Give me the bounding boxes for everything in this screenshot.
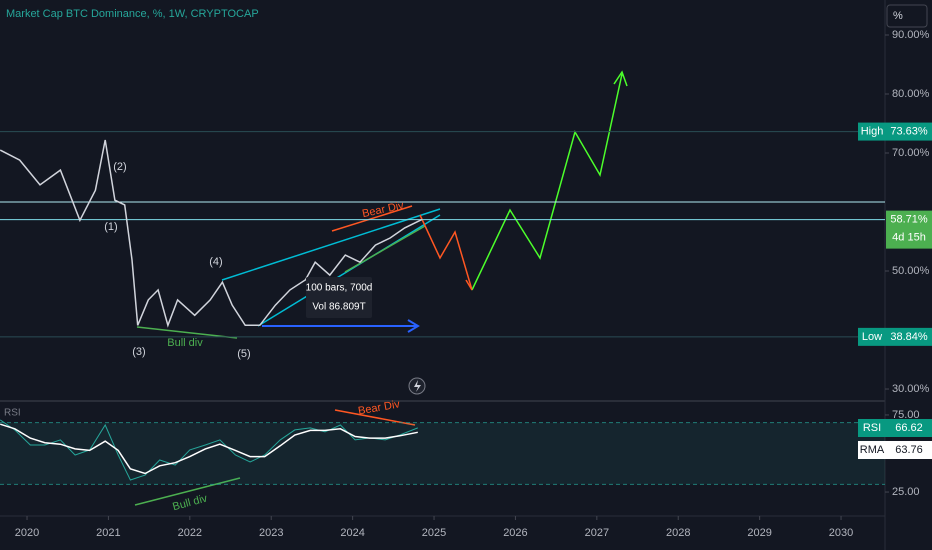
rsi-name-box: [858, 441, 886, 459]
level-value: 38.84%: [890, 331, 928, 343]
annotation: Bull div: [167, 337, 203, 349]
unit-button[interactable]: [886, 4, 928, 28]
annotation: (2): [113, 161, 126, 173]
rsi-title: RSI: [4, 408, 21, 419]
chart-title: Market Cap BTC Dominance, %, 1W, CRYPTOC…: [6, 8, 259, 20]
x-tick-label: 2029: [747, 527, 771, 539]
level-name: High: [861, 125, 884, 137]
level-value-box: [886, 327, 932, 346]
rsi-value: 66.62: [895, 422, 923, 434]
rsi-name: RMA: [860, 444, 885, 456]
arrow-head: [465, 279, 473, 291]
rsi-band-fill: [0, 422, 885, 485]
rsi-name-box: [858, 419, 886, 437]
level-value-box: [886, 122, 932, 141]
drawings: [134, 70, 628, 506]
trend-line: [221, 208, 441, 281]
price-line: [0, 139, 423, 328]
rsi-value-box: [886, 419, 932, 437]
last-price-box: [886, 210, 932, 249]
unit-button-label[interactable]: %: [893, 10, 903, 22]
annotation: (1): [104, 221, 117, 233]
arrow-head: [407, 319, 420, 333]
rsi-bull-div-line: [134, 477, 241, 506]
y-tick-label: 70.00%: [892, 147, 930, 159]
annotation: 100 bars, 700d: [306, 283, 373, 294]
level-value: 73.63%: [890, 125, 928, 137]
info-box: [306, 277, 372, 318]
last-price: 58.71%: [890, 214, 928, 226]
rsi-value-box: [886, 441, 932, 459]
rsi-name: RSI: [863, 422, 881, 434]
rsi-line: [0, 423, 418, 475]
level-name-box: [858, 327, 886, 346]
countdown: 4d 15h: [892, 232, 926, 244]
annotation: (3): [132, 346, 145, 358]
bear-div-line: [331, 205, 413, 232]
x-tick-label: 2025: [422, 527, 446, 539]
alert-icon-glyph: [414, 380, 421, 392]
rsi-value: 63.76: [895, 444, 923, 456]
arrow-head: [613, 70, 628, 87]
bull-div-line: [136, 326, 238, 339]
annotation: (5): [237, 348, 250, 360]
projection: [471, 73, 623, 291]
x-tick-label: 2023: [259, 527, 283, 539]
x-tick-label: 2027: [585, 527, 609, 539]
y-tick-label: 80.00%: [892, 88, 930, 100]
x-tick-label: 2026: [503, 527, 527, 539]
level-name: Low: [862, 331, 882, 343]
x-tick-label: 2030: [829, 527, 853, 539]
x-tick-label: 2022: [178, 527, 202, 539]
y-tick-label: 30.00%: [892, 383, 930, 395]
projection: [419, 214, 473, 291]
x-tick-label: 2020: [15, 527, 39, 539]
x-tick-label: 2028: [666, 527, 690, 539]
y-tick-label: 25.00: [892, 486, 920, 498]
x-tick-label: 2021: [96, 527, 120, 539]
rsi-line: [0, 419, 418, 481]
level-name-box: [858, 122, 886, 141]
x-tick-label: 2024: [340, 527, 364, 539]
y-tick-label: 90.00%: [892, 29, 930, 41]
y-tick-label: 50.00%: [892, 265, 930, 277]
annotation: (4): [209, 256, 222, 268]
trend-line: [344, 225, 426, 273]
annotation: Vol 86.809T: [312, 302, 365, 313]
y-tick-label: 75.00: [892, 409, 920, 421]
